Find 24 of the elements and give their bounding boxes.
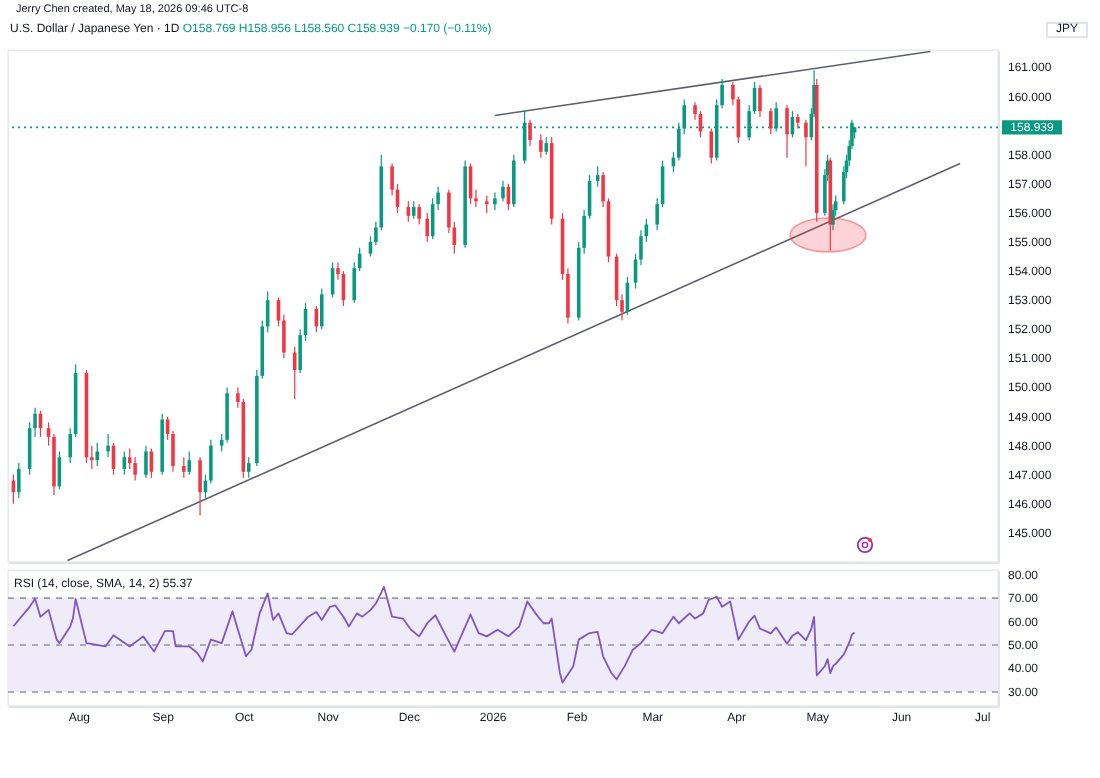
candlestick [133, 456, 137, 482]
candlestick [709, 127, 714, 165]
candlestick [493, 191, 497, 211]
candlestick [246, 456, 251, 479]
candlestick [417, 203, 421, 226]
candlestick [144, 445, 148, 479]
candlestick [769, 107, 773, 135]
candlestick [225, 386, 229, 444]
candlestick [17, 462, 21, 499]
candlestick [182, 456, 186, 479]
candlestick [501, 180, 505, 202]
candlestick [528, 119, 532, 147]
candlestick [106, 433, 110, 458]
candlestick [187, 450, 192, 476]
candlestick [198, 456, 202, 517]
candlestick [292, 346, 297, 400]
candlestick [785, 104, 789, 159]
candlestick [539, 133, 543, 159]
candlestick [512, 154, 516, 208]
candlestick [425, 212, 430, 243]
candlestick [319, 287, 324, 330]
candlestick [95, 442, 100, 467]
candlestick [758, 84, 762, 118]
candlestick [804, 119, 808, 167]
